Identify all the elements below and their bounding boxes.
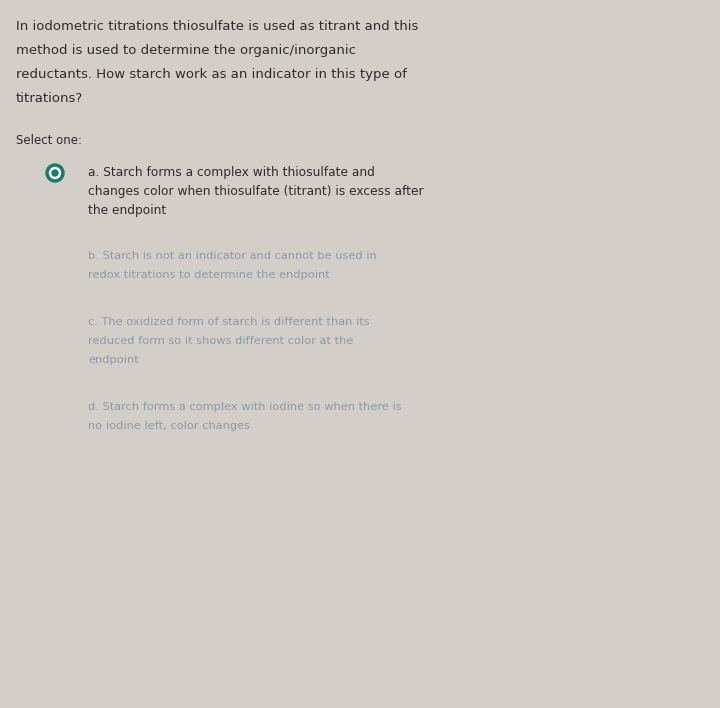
Text: method is used to determine the organic/inorganic: method is used to determine the organic/…	[16, 44, 356, 57]
Text: Select one:: Select one:	[16, 134, 82, 147]
Text: b. Starch is not an indicator and cannot be used in: b. Starch is not an indicator and cannot…	[88, 251, 377, 261]
Circle shape	[52, 170, 58, 176]
Text: In iodometric titrations thiosulfate is used as titrant and this: In iodometric titrations thiosulfate is …	[16, 20, 418, 33]
Circle shape	[46, 164, 64, 182]
Text: d. Starch forms a complex with iodine so when there is: d. Starch forms a complex with iodine so…	[88, 402, 402, 412]
Text: endpoint: endpoint	[88, 355, 139, 365]
Text: changes color when thiosulfate (titrant) is excess after: changes color when thiosulfate (titrant)…	[88, 185, 423, 198]
Text: c. The oxidized form of starch is different than its: c. The oxidized form of starch is differ…	[88, 317, 369, 327]
Text: no iodine left, color changes: no iodine left, color changes	[88, 421, 250, 431]
Text: redox titrations to determine the endpoint: redox titrations to determine the endpoi…	[88, 270, 330, 280]
Circle shape	[50, 168, 60, 178]
Text: reduced form so it shows different color at the: reduced form so it shows different color…	[88, 336, 354, 346]
Text: reductants. How starch work as an indicator in this type of: reductants. How starch work as an indica…	[16, 68, 407, 81]
Text: a. Starch forms a complex with thiosulfate and: a. Starch forms a complex with thiosulfa…	[88, 166, 375, 179]
Text: titrations?: titrations?	[16, 92, 84, 105]
Text: the endpoint: the endpoint	[88, 204, 166, 217]
